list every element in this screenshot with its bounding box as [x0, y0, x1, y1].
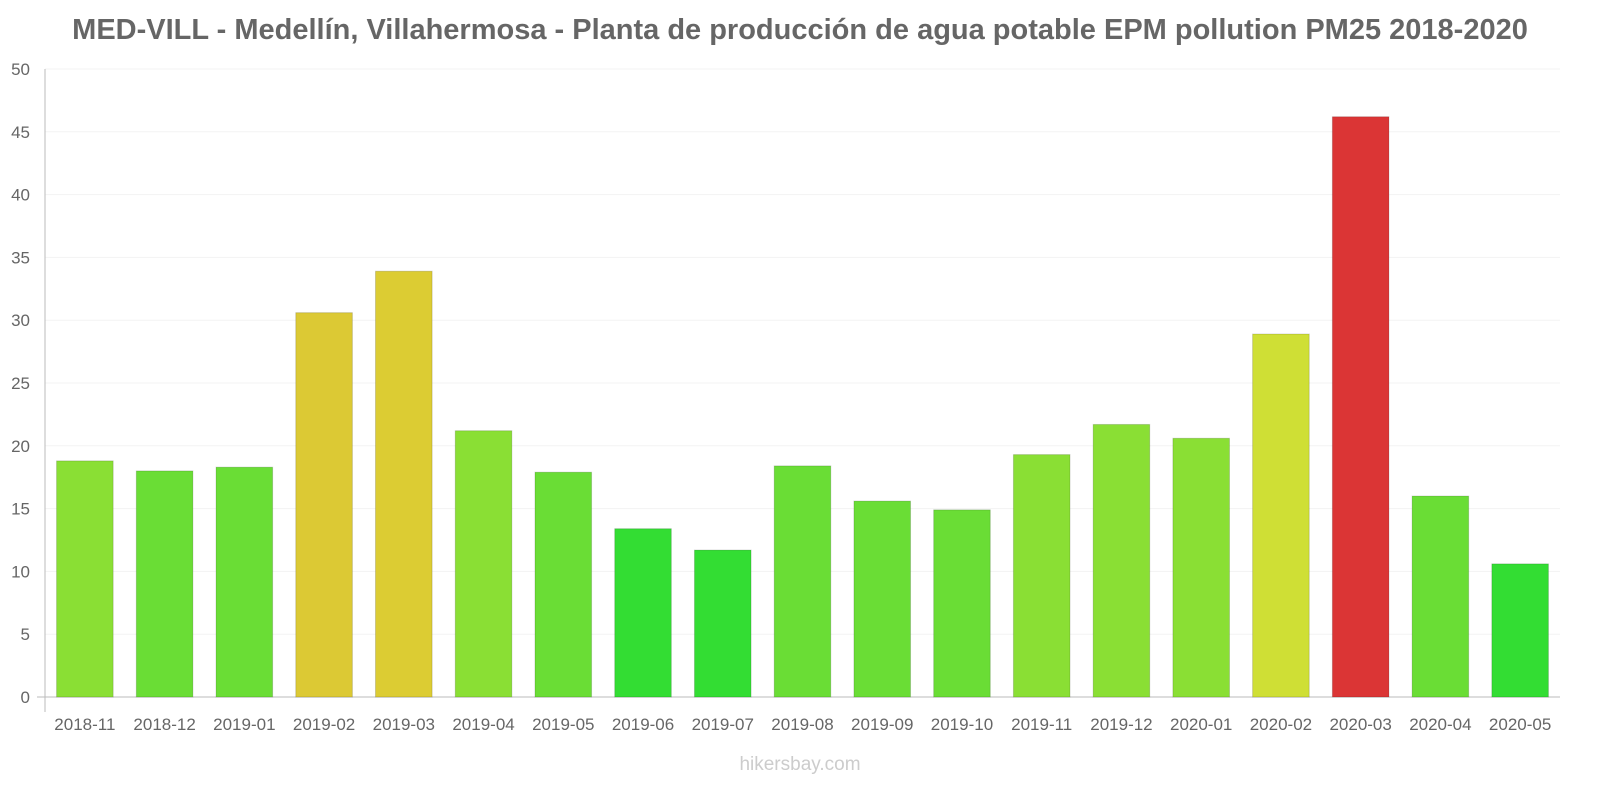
- y-tick-label: 45: [11, 123, 30, 142]
- bar-2020-04: [1411, 495, 1470, 698]
- y-tick-label: 15: [11, 500, 30, 519]
- y-tick-label: 25: [11, 374, 30, 393]
- y-tick-label: 10: [11, 562, 30, 581]
- x-tick-label: 2018-12: [133, 715, 195, 734]
- bar-2019-05: [534, 471, 593, 698]
- x-tick-label: 2019-08: [771, 715, 833, 734]
- x-tick-label: 2019-05: [532, 715, 594, 734]
- bar-2019-12: [1092, 423, 1151, 698]
- x-tick-label: 2019-12: [1090, 715, 1152, 734]
- bar-2019-02: [295, 312, 353, 698]
- x-tick-label: 2019-09: [851, 715, 913, 734]
- x-tick-label: 2019-04: [452, 715, 514, 734]
- bar-2019-11: [1012, 454, 1071, 698]
- x-tick-label: 2019-02: [293, 715, 355, 734]
- bar-2019-09: [853, 500, 912, 698]
- y-tick-label: 20: [11, 437, 30, 456]
- x-tick-label: 2019-10: [931, 715, 993, 734]
- bar-2018-11: [56, 460, 114, 698]
- x-tick-label: 2019-07: [692, 715, 754, 734]
- y-tick-label: 50: [11, 60, 30, 79]
- watermark: hikersbay.com: [739, 754, 861, 775]
- bar-2019-03: [375, 270, 433, 698]
- bar-2019-07: [693, 549, 752, 698]
- bar-2020-03: [1331, 116, 1390, 698]
- x-tick-label: 2019-03: [373, 715, 435, 734]
- x-tick-label: 2018-11: [54, 715, 115, 734]
- x-tick-label: 2020-01: [1170, 715, 1232, 734]
- bar-2018-12: [135, 470, 194, 698]
- bar-2020-01: [1172, 437, 1230, 698]
- y-tick-label: 30: [11, 311, 30, 330]
- bar-2019-10: [933, 509, 991, 698]
- y-tick-label: 0: [21, 688, 30, 707]
- x-tick-label: 2020-05: [1489, 715, 1551, 734]
- x-tick-label: 2020-02: [1250, 715, 1312, 734]
- bar-2019-06: [614, 528, 672, 698]
- bar-2019-04: [454, 430, 513, 698]
- bar-2019-01: [215, 466, 274, 698]
- x-tick-label: 2019-06: [612, 715, 674, 734]
- bar-2019-08: [773, 465, 832, 698]
- y-tick-label: 40: [11, 186, 30, 205]
- x-tick-label: 2019-01: [213, 715, 275, 734]
- bar-2020-02: [1252, 333, 1310, 698]
- x-tick-label: 2019-11: [1011, 715, 1072, 734]
- bar-2020-05: [1491, 563, 1549, 698]
- x-tick-label: 2020-04: [1409, 715, 1471, 734]
- y-tick-label: 35: [11, 248, 30, 267]
- chart-title: MED-VILL - Medellín, Villahermosa - Plan…: [72, 14, 1528, 46]
- y-tick-label: 5: [21, 625, 30, 644]
- x-tick-label: 2020-03: [1329, 715, 1391, 734]
